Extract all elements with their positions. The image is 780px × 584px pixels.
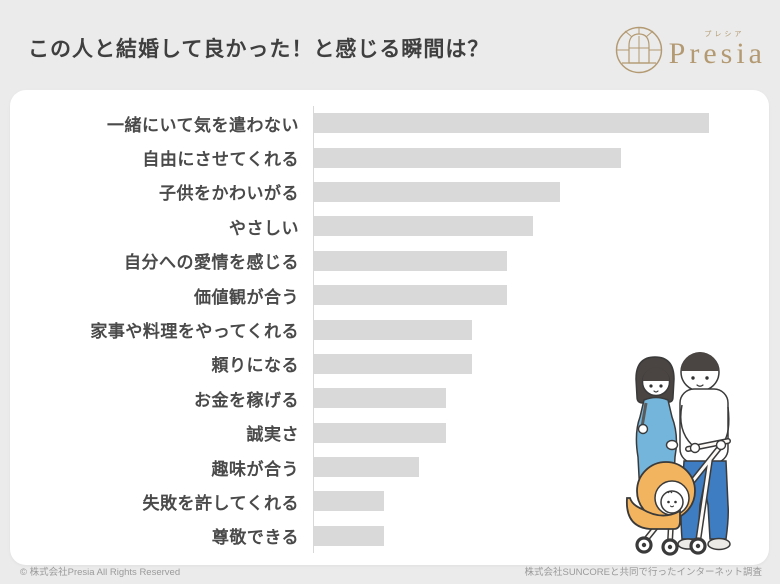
bar-track bbox=[313, 106, 769, 141]
bar bbox=[314, 388, 446, 409]
chart-row: 趣味が合う bbox=[10, 449, 769, 485]
chart-row: 頼りになる bbox=[10, 346, 769, 382]
bar-track bbox=[313, 209, 769, 244]
chart-row: 一緒にいて気を遣わない bbox=[10, 106, 769, 141]
bar-track bbox=[313, 518, 769, 554]
bar bbox=[314, 457, 420, 478]
chart-card: 一緒にいて気を遣わない自由にさせてくれる子供をかわいがるやさしい自分への愛情を感… bbox=[10, 90, 769, 565]
chart-row: お金を稼げる bbox=[10, 381, 769, 416]
bar bbox=[314, 216, 534, 237]
bar-track bbox=[313, 346, 769, 382]
bar-chart: 一緒にいて気を遣わない自由にさせてくれる子供をかわいがるやさしい自分への愛情を感… bbox=[10, 106, 769, 554]
brand-name: Presia bbox=[668, 37, 766, 70]
page-title: この人と結婚して良かった！と感じる瞬間は？ bbox=[28, 38, 490, 61]
bar-track bbox=[313, 277, 769, 313]
brand-kana: プレシア bbox=[704, 31, 745, 38]
category-label: 自由にさせてくれる bbox=[142, 150, 299, 170]
category-label: 価値観が合う bbox=[194, 287, 299, 307]
bar bbox=[314, 147, 622, 168]
bar bbox=[314, 250, 508, 271]
brand-window-icon bbox=[615, 26, 662, 74]
bar bbox=[314, 181, 560, 202]
chart-row: 価値観が合う bbox=[10, 277, 769, 313]
chart-row: 自由にさせてくれる bbox=[10, 140, 769, 175]
bar bbox=[314, 353, 472, 374]
chart-row: 子供をかわいがる bbox=[10, 174, 769, 210]
bar bbox=[314, 422, 446, 443]
category-label: 自分への愛情を感じる bbox=[124, 253, 299, 273]
survey-credit-text: 株式会社SUNCOREと共同で行ったインターネット調査 bbox=[524, 567, 762, 578]
category-label: 子供をかわいがる bbox=[159, 184, 299, 204]
category-label: 一緒にいて気を遣わない bbox=[107, 115, 299, 135]
bar-track bbox=[313, 449, 769, 485]
category-label: 失敗を許してくれる bbox=[142, 493, 299, 513]
category-label: 誠実さ bbox=[246, 425, 299, 445]
bar-track bbox=[313, 174, 769, 210]
chart-row: 自分への愛情を感じる bbox=[10, 243, 769, 278]
brand-logo: プレシア Presia bbox=[614, 23, 766, 77]
bar bbox=[314, 285, 508, 306]
bar-track bbox=[313, 312, 769, 347]
chart-row: 誠実さ bbox=[10, 415, 769, 450]
bar bbox=[314, 525, 385, 546]
category-label: 趣味が合う bbox=[211, 459, 299, 479]
bar bbox=[314, 113, 709, 134]
category-label: 家事や料理をやってくれる bbox=[90, 322, 299, 342]
bar-track bbox=[313, 415, 769, 450]
bar-track bbox=[313, 243, 769, 278]
category-label: 頼りになる bbox=[211, 356, 299, 376]
brand-logo-text: プレシア Presia bbox=[669, 31, 766, 69]
bar-track bbox=[313, 381, 769, 416]
category-label: 尊敬できる bbox=[211, 528, 299, 548]
chart-row: やさしい bbox=[10, 209, 769, 244]
copyright-text: © 株式会社Presia All Rights Reserved bbox=[20, 567, 181, 578]
chart-row: 尊敬できる bbox=[10, 518, 769, 554]
bar-track bbox=[313, 140, 769, 175]
chart-row: 家事や料理をやってくれる bbox=[10, 312, 769, 347]
category-label: お金を稼げる bbox=[194, 390, 299, 410]
bar-track bbox=[313, 484, 769, 519]
bar bbox=[314, 491, 385, 512]
bar bbox=[314, 319, 472, 340]
category-label: やさしい bbox=[229, 218, 299, 238]
chart-row: 失敗を許してくれる bbox=[10, 484, 769, 519]
family-stroller-illustration bbox=[626, 352, 731, 556]
